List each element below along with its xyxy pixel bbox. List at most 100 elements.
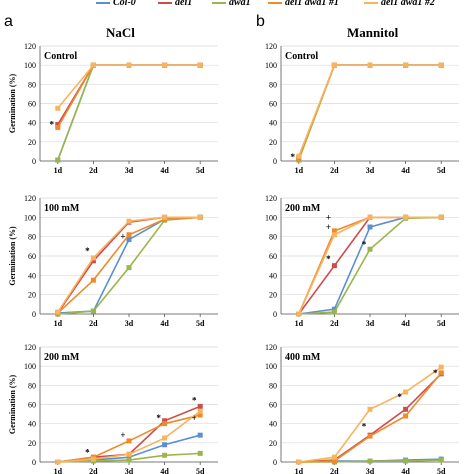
legend-swatch-aei1-awa1-1 (268, 1, 282, 4)
x-tick-label: 2d (89, 166, 98, 175)
series-line-aei1-awa1-1 (57, 64, 201, 128)
series-line-aei1 (57, 64, 201, 125)
column-title-nacl: NaCl (106, 25, 135, 40)
chart-panel-4: 0 20 40 60 80 100 120 1d 2d 3d 4d 5d 200 mM ++ * * (265, 194, 459, 328)
data-point-aei1-awa1-2 (55, 459, 61, 465)
data-point-aei1-awa1-1 (403, 413, 409, 419)
data-point-col-0 (126, 237, 132, 243)
y-tick-label: 80 (269, 233, 277, 242)
y-tick-label: 100 (24, 362, 36, 371)
legend-item-aei1: aei1 (158, 0, 192, 9)
column-title-mannitol: Mannitol (347, 25, 399, 40)
panel-title: 200 mM (285, 203, 321, 214)
data-point-aei1-awa1-1 (55, 124, 61, 130)
data-point-aei1 (162, 418, 168, 424)
series-line-aei1 (298, 64, 442, 159)
y-tick-label: 100 (24, 213, 36, 222)
y-tick-label: 120 (24, 194, 36, 203)
series-line-awa1 (57, 64, 201, 161)
panel-title: 100 mM (44, 203, 80, 214)
y-axis-label: Germination (%) (8, 226, 17, 286)
y-tick-label: 80 (28, 80, 36, 89)
data-point-aei1-awa1-1 (367, 433, 373, 439)
data-point-aei1-awa1-2 (331, 232, 337, 238)
y-tick-label: 120 (265, 194, 277, 203)
x-tick-label: 2d (89, 467, 98, 474)
significance-mark: * (85, 447, 90, 457)
x-tick-label: 5d (196, 319, 205, 328)
data-point-col-0 (162, 442, 168, 448)
data-point-awa1 (162, 452, 168, 458)
series-line-aei1-awa1-1 (298, 64, 442, 159)
significance-mark: * (50, 120, 55, 130)
chart-panel-5: 0 20 40 60 80 100 120 1d 2d 3d 4d 5d 200 mM Germinati… (8, 343, 218, 474)
data-point-aei1-awa1-2 (162, 62, 168, 68)
significance-mark: + (326, 222, 331, 232)
x-tick-label: 3d (366, 319, 375, 328)
significance-mark: + (326, 212, 331, 222)
significance-mark: * (362, 422, 367, 432)
y-axis-label: Germination (%) (8, 74, 17, 134)
x-tick-label: 5d (196, 467, 205, 474)
data-point-aei1-awa1-2 (126, 62, 132, 68)
y-tick-label: 60 (28, 252, 36, 261)
chart-panel-2: 0 20 40 60 80 100 120 1d 2d 3d 4d 5d Control * (265, 42, 459, 175)
data-point-aei1-awa1-2 (367, 406, 373, 412)
y-tick-label: 40 (269, 420, 277, 429)
y-tick-label: 40 (269, 119, 277, 128)
y-tick-label: 120 (265, 42, 277, 51)
x-tick-label: 4d (160, 467, 169, 474)
significance-mark: * (85, 246, 90, 256)
data-point-aei1-awa1-2 (296, 153, 302, 159)
y-tick-label: 40 (269, 271, 277, 280)
y-tick-label: 60 (28, 100, 36, 109)
x-tick-label: 4d (160, 166, 169, 175)
y-tick-label: 100 (265, 213, 277, 222)
data-point-aei1-awa1-2 (331, 62, 337, 68)
panel-label-b: b (256, 13, 265, 30)
x-tick-label: 5d (437, 467, 446, 474)
series-line-aei1-awa1-2 (298, 366, 442, 463)
data-point-awa1 (126, 457, 132, 463)
significance-mark: * (156, 413, 161, 423)
y-axis-label: Germination (%) (8, 375, 17, 435)
y-tick-label: 80 (28, 233, 36, 242)
data-point-aei1-awa1-2 (296, 459, 302, 465)
data-point-aei1-awa1-2 (296, 311, 302, 317)
y-tick-label: 20 (28, 138, 36, 147)
data-point-aei1-awa1-1 (438, 370, 444, 376)
x-tick-label: 1d (54, 467, 63, 474)
data-point-aei1 (331, 263, 337, 269)
significance-mark: + (120, 232, 125, 242)
x-tick-label: 4d (401, 166, 410, 175)
data-point-aei1-awa1-2 (55, 309, 61, 315)
legend-label-col0: Col-0 (113, 0, 136, 8)
data-point-awa1 (55, 157, 61, 163)
data-point-awa1 (197, 450, 203, 456)
data-point-awa1 (126, 265, 132, 271)
y-tick-label: 20 (269, 291, 277, 300)
series-line-awa1 (298, 64, 442, 161)
data-point-aei1-awa1-2 (331, 454, 337, 460)
data-point-aei1-awa1-2 (403, 389, 409, 395)
y-tick-label: 40 (28, 420, 36, 429)
legend-item-aei1-awa1-1: aei1 awa1 #1 (268, 0, 339, 9)
data-point-col-0 (331, 306, 337, 312)
x-tick-label: 2d (330, 319, 339, 328)
data-point-aei1-awa1-2 (197, 408, 203, 414)
x-tick-label: 3d (366, 166, 375, 175)
significance-mark: * (326, 254, 331, 264)
y-tick-label: 0 (273, 458, 277, 467)
y-tick-label: 20 (269, 439, 277, 448)
data-point-awa1 (331, 309, 337, 315)
legend-item-awa1: awa1 (212, 0, 251, 9)
data-point-awa1 (403, 458, 409, 464)
significance-mark: + (120, 430, 125, 440)
legend-label-aei1: aei1 (175, 0, 193, 8)
series-line-col-0 (57, 64, 201, 161)
data-point-aei1 (197, 403, 203, 409)
legend-swatch-awa1 (212, 1, 226, 4)
y-tick-label: 20 (28, 291, 36, 300)
data-point-aei1-awa1-2 (90, 456, 96, 462)
